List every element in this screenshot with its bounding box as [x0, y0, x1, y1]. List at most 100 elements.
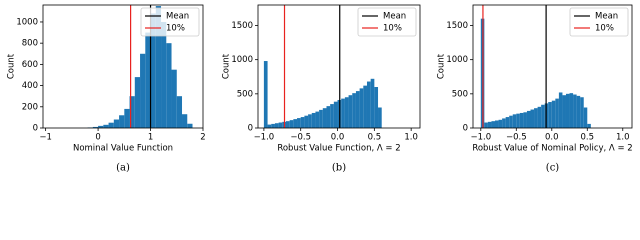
legend-label: 10% [595, 24, 614, 34]
bar [355, 91, 360, 128]
bar [322, 108, 327, 128]
bar [548, 102, 552, 128]
bar [530, 109, 535, 128]
bar [541, 104, 545, 128]
bar [166, 43, 172, 129]
bar [267, 124, 272, 128]
x-tick-label: −0.5 [506, 133, 527, 143]
bar [573, 94, 577, 128]
x-tick-label: 1.0 [616, 133, 630, 143]
bar [505, 117, 510, 128]
legend-label: Mean [595, 12, 618, 22]
y-tick-label: 200 [22, 102, 38, 112]
y-tick-label: 1000 [446, 55, 468, 65]
bar [113, 119, 120, 128]
bar [576, 95, 581, 128]
x-axis-label: Robust Value of Nominal Policy, Λ = 2 [472, 144, 632, 154]
bar [161, 21, 167, 129]
bar [150, 13, 156, 129]
y-tick-label: 0 [33, 124, 38, 134]
caption: (b) [332, 163, 346, 174]
bar [555, 98, 559, 128]
bar [129, 96, 135, 128]
y-tick-label: 1000 [16, 17, 38, 27]
bar [98, 125, 104, 128]
y-tick-label: 800 [22, 39, 38, 49]
bar [526, 110, 531, 128]
bar [565, 93, 570, 128]
bar [103, 124, 109, 128]
bar [587, 123, 591, 128]
bar [311, 112, 316, 128]
bar [502, 118, 506, 128]
bar [370, 78, 375, 128]
bar [348, 95, 353, 128]
bar [187, 123, 193, 128]
bar [551, 100, 556, 128]
bar [374, 87, 379, 128]
y-axis-label: Count [222, 53, 232, 79]
bar [182, 114, 188, 128]
bar [537, 106, 542, 128]
bar [558, 92, 563, 128]
bar [289, 120, 294, 128]
bar [176, 96, 183, 128]
bar [344, 97, 349, 128]
bar [519, 112, 524, 128]
bar [263, 61, 268, 128]
bar [580, 97, 584, 128]
bar [330, 104, 334, 128]
bar [583, 107, 588, 128]
x-tick-label: −1 [39, 133, 52, 143]
bar [315, 111, 320, 128]
bar [285, 121, 290, 128]
bar [140, 53, 146, 128]
x-tick-label: 0.0 [331, 133, 345, 143]
plot-frame [257, 4, 421, 129]
bar [293, 119, 298, 128]
bar [352, 93, 356, 128]
legend-label: Mean [383, 12, 406, 22]
y-tick-label: 1500 [446, 21, 468, 31]
x-tick-label: 0.5 [368, 133, 382, 143]
bar [516, 113, 520, 128]
x-tick-label: 0.0 [545, 133, 559, 143]
x-axis-label: Robust Value Function, Λ = 2 [277, 144, 400, 154]
bar [359, 88, 364, 128]
bar [155, 6, 162, 128]
bar [171, 69, 177, 128]
legend-box [357, 7, 417, 37]
y-tick-label: 0 [463, 124, 468, 134]
bar [491, 121, 496, 128]
x-tick-label: −1.0 [254, 133, 275, 143]
y-tick-label: 1500 [231, 21, 253, 31]
y-axis-label: Count [7, 53, 17, 79]
bar [363, 85, 367, 128]
legend-box [569, 7, 629, 37]
bar [304, 115, 309, 128]
bar [366, 81, 371, 128]
x-tick-label: 2 [200, 133, 205, 143]
bar [319, 109, 323, 128]
bar [145, 32, 151, 128]
y-tick-label: 600 [22, 60, 38, 70]
bar [378, 107, 382, 128]
bar [278, 122, 283, 128]
bar [134, 77, 141, 128]
bar [300, 117, 305, 128]
bar [341, 98, 345, 128]
bar [297, 118, 301, 128]
bar [562, 95, 566, 128]
bar [326, 106, 331, 128]
legend-label: 10% [166, 24, 185, 34]
caption: (a) [116, 163, 130, 174]
bar [308, 114, 312, 128]
x-tick-label: 0.5 [581, 133, 595, 143]
bar [333, 101, 338, 128]
y-tick-label: 1000 [231, 55, 253, 65]
bar [534, 108, 538, 128]
plot-frame [472, 4, 633, 129]
plot-frame [42, 4, 204, 129]
bar [119, 115, 125, 128]
